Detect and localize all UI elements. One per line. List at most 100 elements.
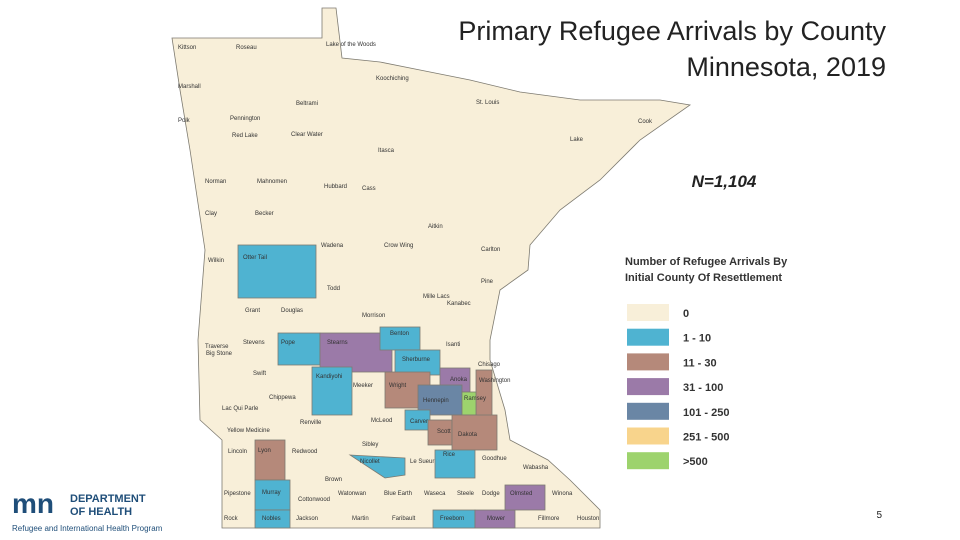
county-label: Martin: [352, 516, 369, 522]
county-label: McLeod: [371, 418, 392, 424]
county-label: Red Lake: [232, 133, 258, 139]
county-label: Roseau: [236, 45, 257, 51]
county-label: Waseca: [424, 491, 446, 497]
county-label: Cass: [362, 186, 376, 192]
county-label: Aitkin: [428, 224, 443, 230]
county-label: Marshall: [178, 84, 201, 90]
county-label: Pine: [481, 279, 494, 285]
county-label: St. Louis: [476, 100, 499, 106]
county-label: Renville: [300, 420, 322, 426]
county-label: Rice: [443, 452, 456, 458]
county-label: Clear Water: [291, 132, 323, 138]
legend-title: Number of Refugee Arrivals By: [625, 256, 788, 268]
county-label: Douglas: [281, 308, 303, 314]
county-label: Cook: [638, 119, 653, 125]
county-label: Murray: [262, 490, 281, 496]
county-label: Koochiching: [376, 76, 409, 82]
county-label: Watonwan: [338, 491, 366, 497]
county-label: Stevens: [243, 340, 265, 346]
state-outline: [171, 7, 692, 529]
county: [277, 332, 321, 366]
county-label: Dodge: [482, 491, 500, 497]
county-label: Carver: [410, 419, 428, 425]
county-label: Le Sueur: [410, 459, 434, 465]
total: N=1,104: [692, 172, 757, 191]
county-label: Yellow Medicine: [227, 428, 270, 434]
county-labels: Kittson Roseau Lake of the Woods Koochichin…: [178, 42, 653, 522]
county: [311, 366, 353, 416]
county: [434, 449, 476, 479]
county-label: Brown: [325, 477, 342, 483]
county-label: Freeborn: [440, 516, 464, 522]
county-label: Fillmore: [538, 516, 560, 522]
county-label: Kandiyohi: [316, 374, 342, 380]
legend-swatch: [627, 304, 669, 321]
county-label: Kanabec: [447, 301, 471, 307]
county-label: Blue Earth: [384, 491, 412, 497]
logo-text: DEPARTMENT: [70, 493, 146, 505]
county-label: Clay: [205, 211, 217, 217]
county: [348, 454, 406, 479]
county-label: Norman: [205, 179, 226, 185]
county-label: Hennepin: [423, 398, 449, 404]
county-label: Benton: [390, 331, 409, 337]
county-label: Olmsted: [510, 491, 532, 497]
county: [427, 419, 453, 446]
county: [504, 484, 546, 511]
county-label: Scott: [437, 429, 451, 435]
county-label: Rock: [224, 516, 239, 522]
county-label: Itasca: [378, 148, 395, 154]
legend-swatch: [627, 427, 669, 445]
county-label: Ramsey: [464, 396, 486, 402]
county-label: Otter Tail: [243, 255, 267, 261]
county-label: Faribault: [392, 516, 416, 522]
county: [254, 439, 286, 481]
county-label: Sherburne: [402, 357, 431, 363]
county-label: Houston: [577, 516, 599, 522]
county-label: Morrison: [362, 313, 385, 319]
county-label: Goodhue: [482, 456, 507, 462]
county: [474, 509, 516, 529]
county-label: Mower: [487, 516, 505, 522]
county-label: Traverse: [205, 344, 229, 350]
legend-swatch: [627, 328, 669, 346]
legend-title: Initial County Of Resettlement: [625, 272, 782, 284]
county-label: Nobles: [262, 516, 281, 522]
county-label: Chippewa: [269, 395, 296, 401]
county-label: Kittson: [178, 45, 196, 51]
legend-label: 251 - 500: [683, 432, 729, 444]
legend: 0 1 - 10 11 - 30 31 - 100 101 - 250 251 - 500…: [627, 304, 729, 470]
county-label: Nicollet: [360, 459, 380, 465]
county-label: Washington: [479, 378, 510, 384]
legend-swatch: [627, 452, 669, 470]
logo-text: OF HEALTH: [70, 506, 132, 518]
county-label: Wright: [389, 383, 407, 389]
county-label: Wilkin: [208, 258, 224, 264]
county-label: Wabasha: [523, 465, 549, 471]
county-label: Pennington: [230, 116, 260, 122]
county-label: Lake: [570, 137, 584, 143]
county-label: Steele: [457, 491, 475, 497]
legend-swatch: [627, 402, 669, 420]
legend-label: 1 - 10: [683, 333, 711, 345]
legend-label: 0: [683, 308, 689, 320]
legend-label: 101 - 250: [683, 407, 729, 419]
county-label: Mahnomen: [257, 179, 287, 185]
county-label: Wadena: [321, 243, 344, 249]
county-label: Winona: [552, 491, 573, 497]
county-label: Anoka: [450, 377, 468, 383]
county: [237, 244, 317, 299]
legend-swatch: [627, 378, 669, 396]
county-label: Crow Wing: [384, 243, 413, 249]
county-label: Swift: [253, 371, 266, 377]
legend-label: >500: [683, 456, 708, 468]
logo: mn DEPARTMENT OF HEALTH Refugee and Inte…: [12, 488, 163, 533]
county-label: Pipestone: [224, 491, 251, 497]
county-label: Polk: [178, 118, 191, 124]
page-number: 5: [876, 510, 882, 521]
county-label: Cottonwood: [298, 497, 330, 503]
county-label: Meeker: [353, 383, 373, 389]
county-label: Lyon: [258, 448, 271, 454]
county-label: Redwood: [292, 449, 317, 455]
